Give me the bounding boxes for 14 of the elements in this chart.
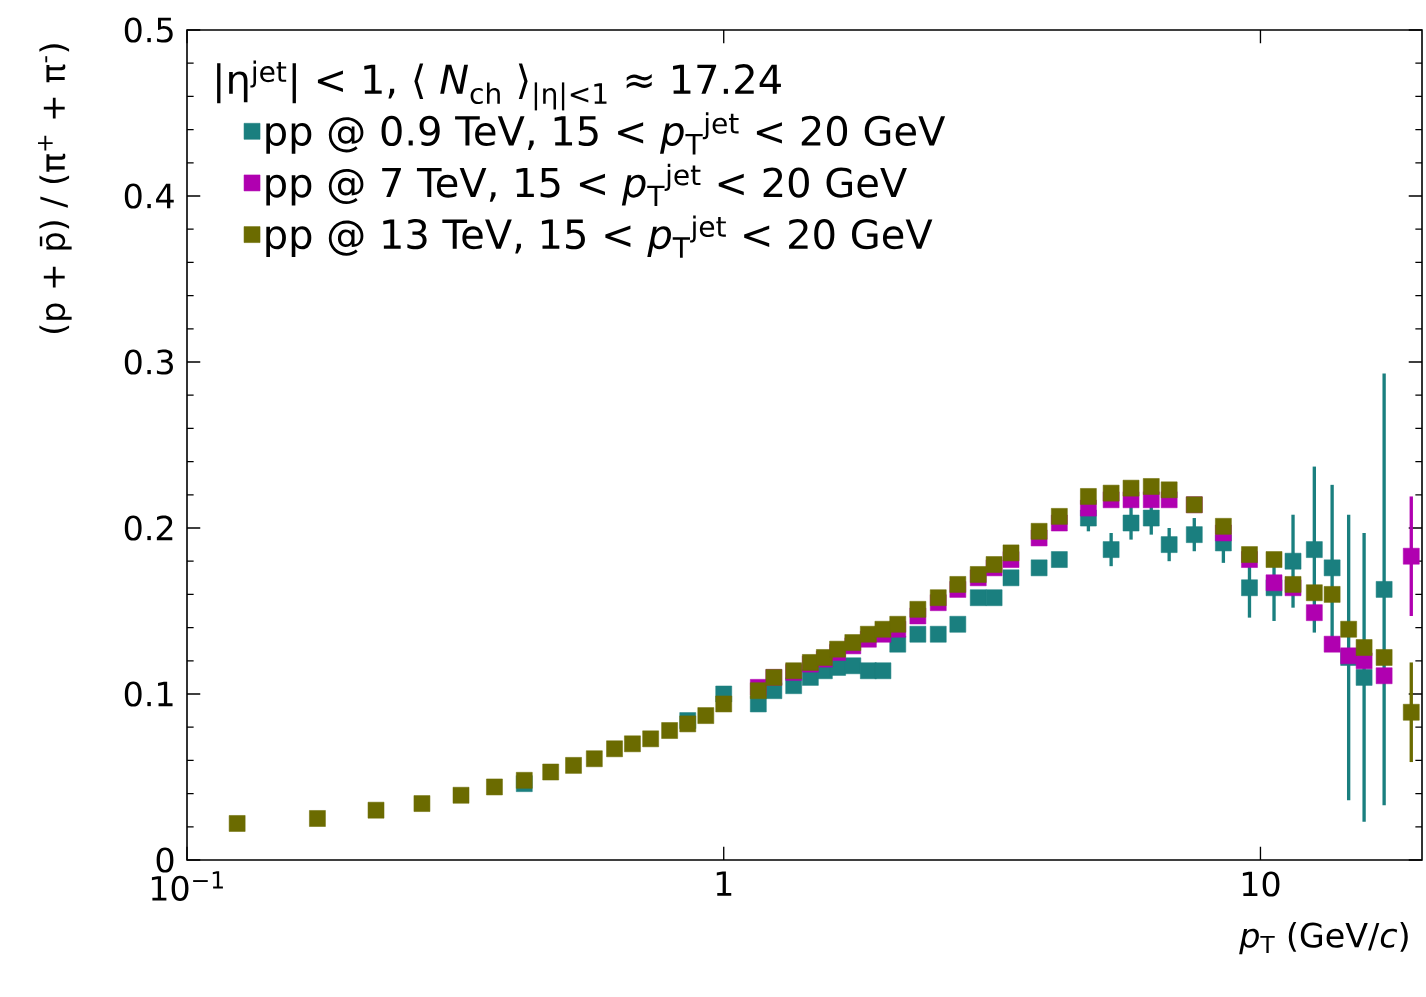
x-tick-label: 1 xyxy=(716,871,732,896)
y-tick-label: 0.2 xyxy=(124,515,173,541)
y-tick-label: 0 xyxy=(156,847,174,873)
legend-label: pp @ 0.9 TeV, 15 < p$_{T}$$^{jet}$ < 20 GeV xyxy=(266,112,946,155)
y-tick-label: 0.3 xyxy=(124,349,173,375)
y-tick-label: 0.1 xyxy=(124,681,173,707)
legend-label: pp @ 7 TeV, 15 < p$_{T}$$^{jet}$ < 20 GeV xyxy=(266,163,907,207)
y-tick-label: 0.5 xyxy=(124,17,173,43)
x-tick-label: 10 xyxy=(1242,871,1280,897)
x-axis-title: p$_{T}$ (GeV/c) xyxy=(1239,922,1408,955)
y-axis-title: (p + p̄) / (π$^{+}$ + π$^{-}$) xyxy=(38,44,72,333)
legend-title: |η$^{jet}$| < 1, ⟨ N$_{ch}$ ⟩$_{|η|<1}$ ≈ 17.24 xyxy=(217,60,781,111)
legend-label: pp @ 13 TeV, 15 < p$_{T}$$^{jet}$ < 20 GeV xyxy=(266,215,933,258)
y-tick-label: 0.4 xyxy=(124,183,174,209)
